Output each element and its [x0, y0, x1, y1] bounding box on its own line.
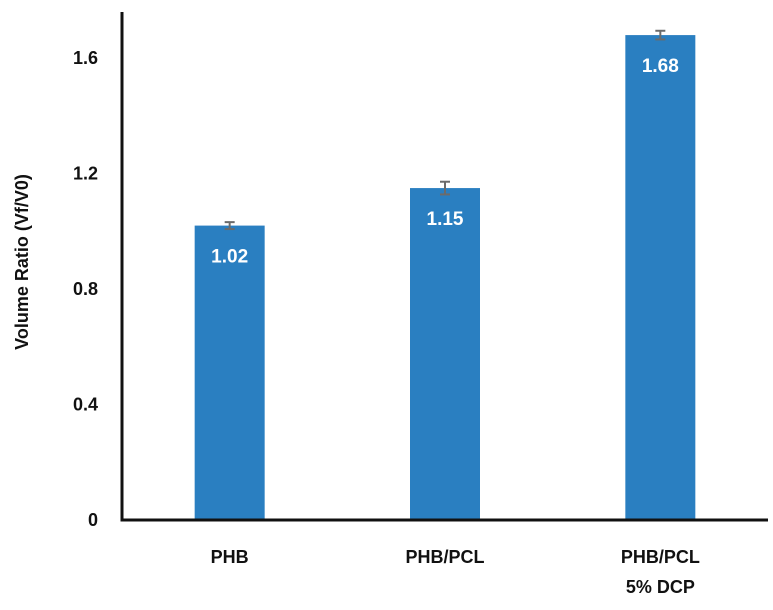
- y-tick-label: 0.8: [73, 279, 98, 299]
- data-labels: 1.02 1.15 1.68: [211, 56, 679, 268]
- error-bar: [224, 221, 235, 231]
- data-label: 1.15: [427, 209, 464, 230]
- error-bars: [224, 29, 666, 231]
- x-category-label: PHB/PCL: [621, 547, 700, 567]
- y-axis-ticks: 0 0.4 0.8 1.2 1.6: [73, 48, 98, 530]
- y-tick-label: 1.2: [73, 164, 98, 184]
- bars: [194, 35, 696, 520]
- y-axis-title: Volume Ratio (Vf/V0): [12, 174, 32, 350]
- error-bar: [655, 29, 666, 41]
- x-category-label: PHB/PCL: [405, 547, 484, 567]
- x-category-label: 5% DCP: [626, 577, 695, 597]
- x-category-label: PHB: [211, 547, 249, 567]
- x-axis-categories: PHB PHB/PCL PHB/PCL 5% DCP: [211, 547, 700, 597]
- data-label: 1.68: [642, 56, 679, 77]
- y-tick-label: 1.6: [73, 48, 98, 68]
- bar: [410, 188, 480, 520]
- bar: [625, 35, 696, 520]
- error-bar: [440, 180, 450, 196]
- data-label: 1.02: [211, 247, 248, 268]
- bar: [194, 225, 265, 520]
- y-tick-label: 0: [88, 510, 98, 530]
- y-tick-label: 0.4: [73, 395, 98, 415]
